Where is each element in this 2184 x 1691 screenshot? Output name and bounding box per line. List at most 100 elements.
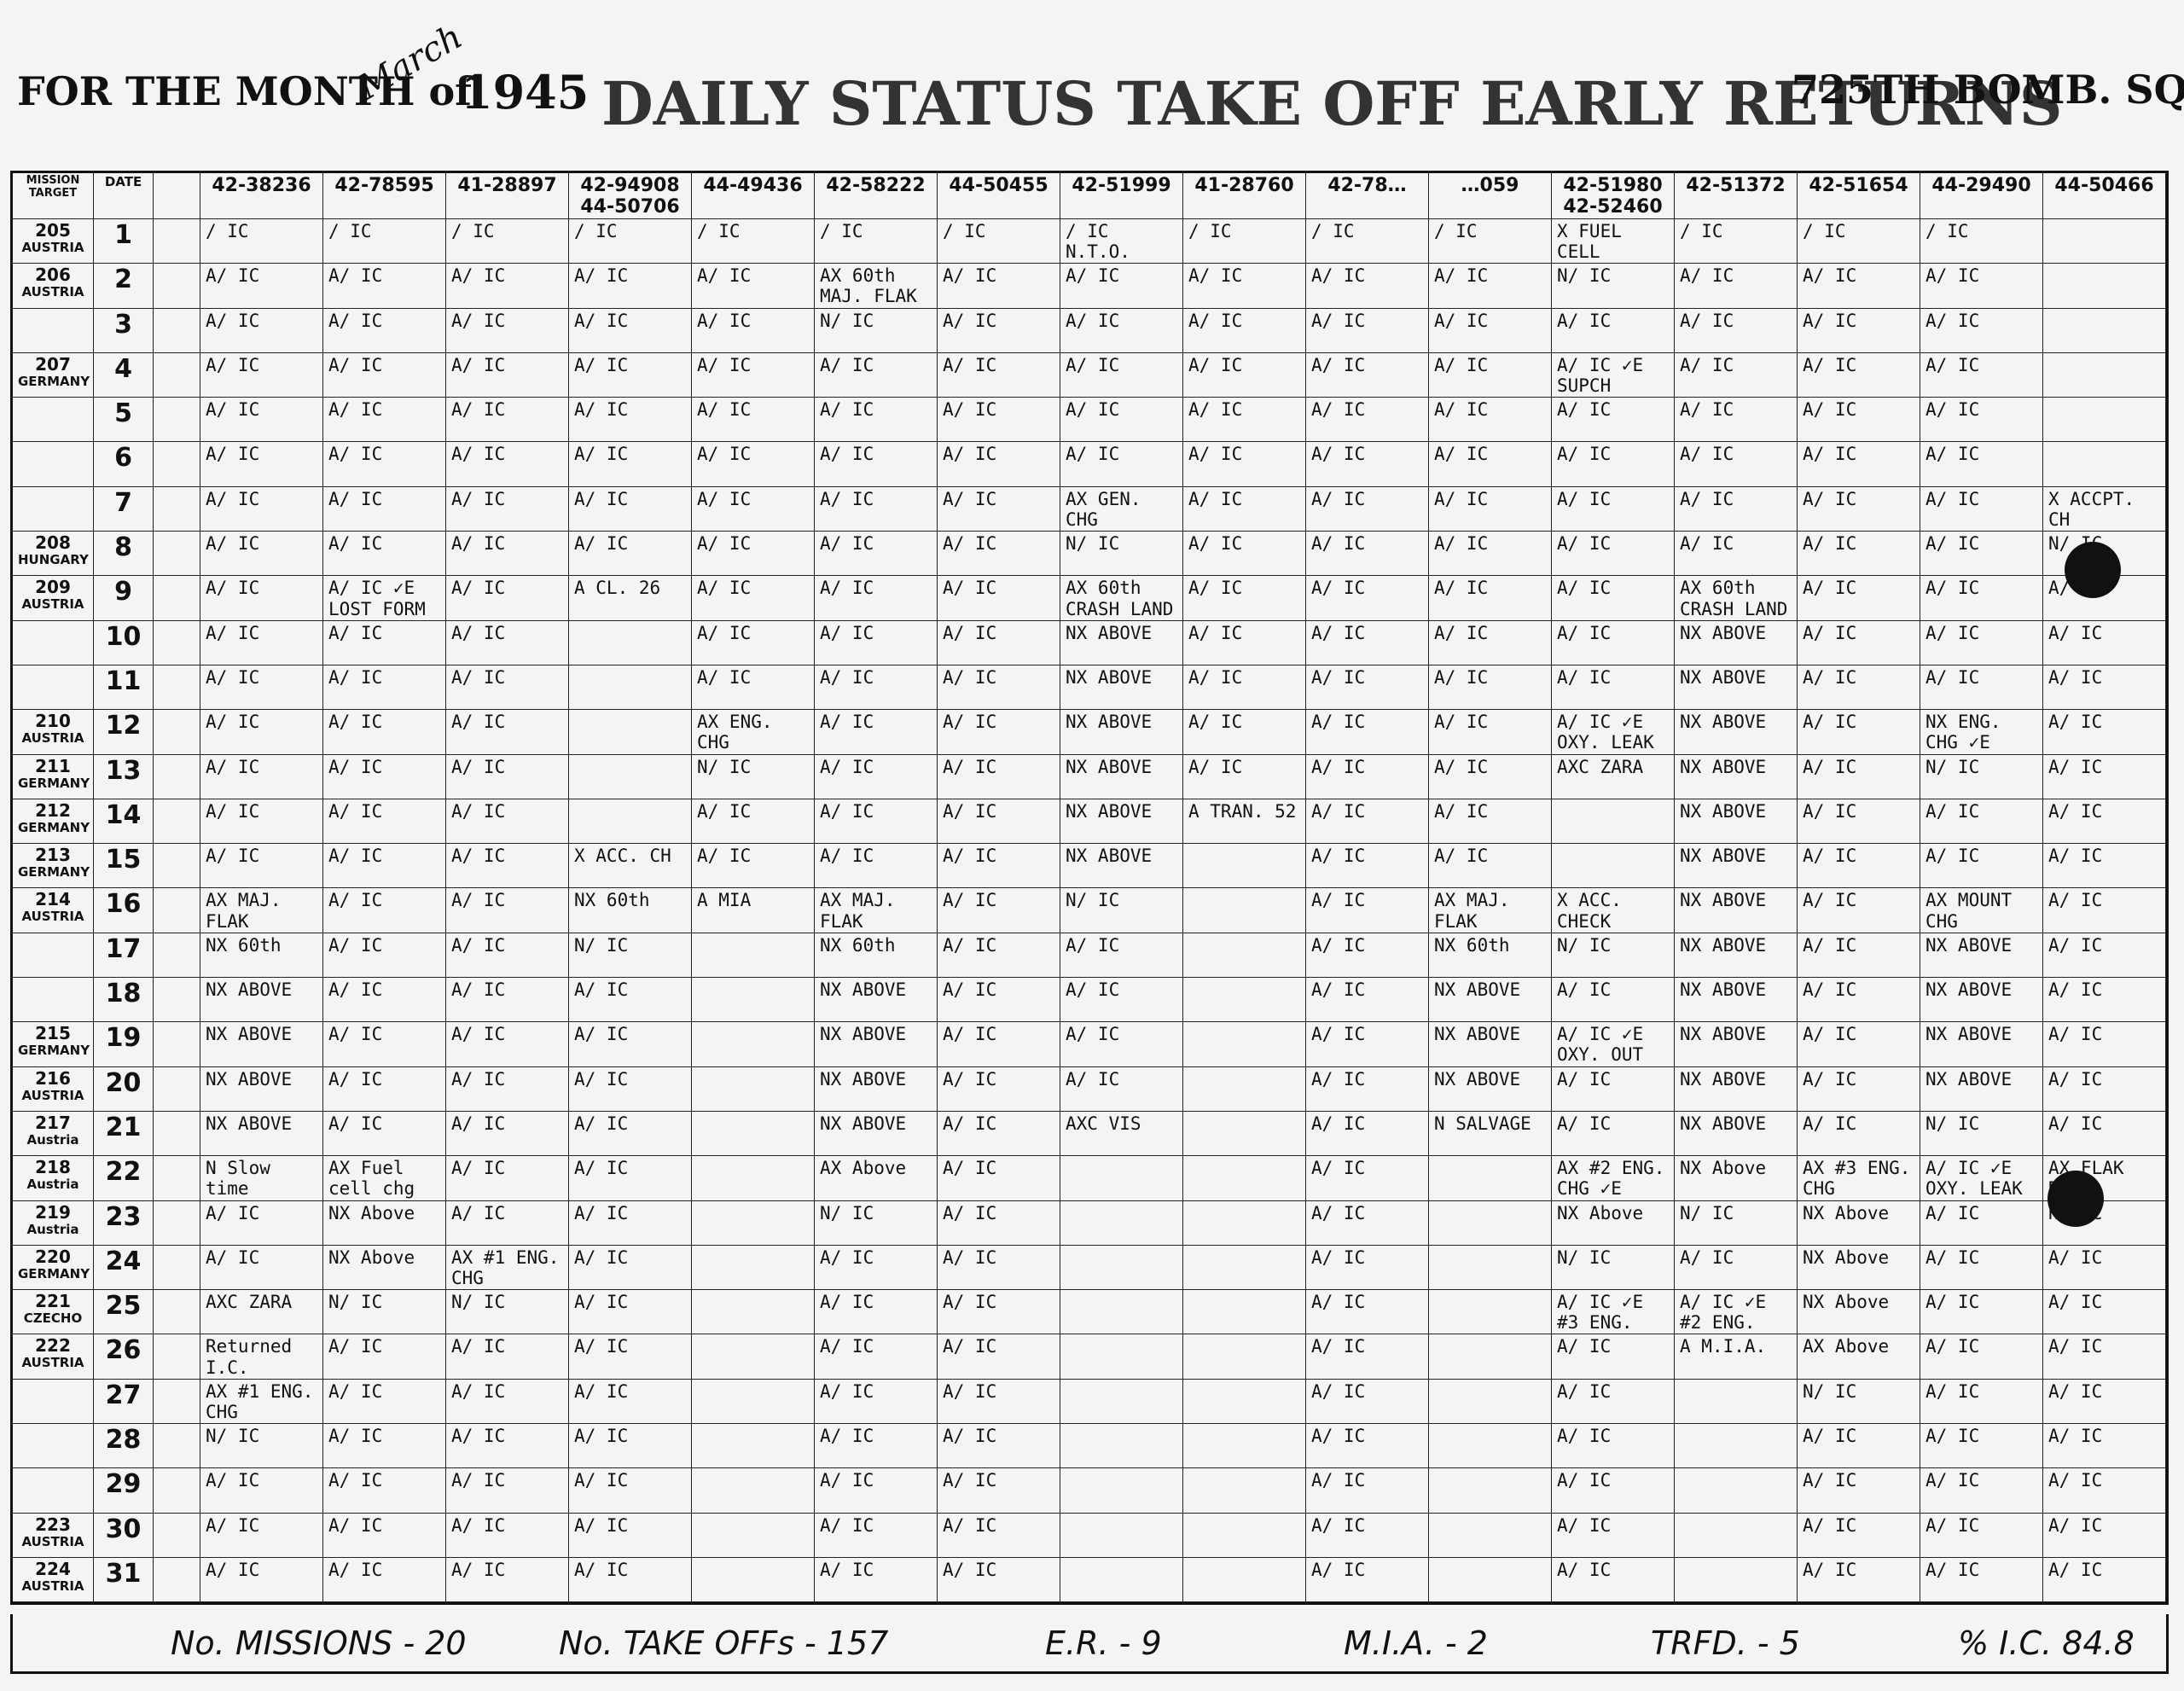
status-cell: A/ IC <box>446 1200 569 1246</box>
status-cell: A/ IC <box>323 933 446 979</box>
status-cell: A/ IC <box>200 532 323 577</box>
status-cell: NX ABOVE <box>1060 799 1183 845</box>
status-cell: N/ IC <box>815 308 938 353</box>
status-cell: A/ IC <box>1920 486 2043 532</box>
mission-cell: 220 GERMANY <box>13 1245 94 1291</box>
status-cell: A/ IC <box>1675 1245 1798 1291</box>
status-cell: A/ IC <box>1920 576 2043 621</box>
status-cell: AX GEN. CHG <box>1060 486 1183 532</box>
status-cell: A/ IC <box>1183 665 1306 711</box>
status-cell: A/ IC <box>1798 308 1920 353</box>
status-cell: A/ IC <box>1798 1066 1920 1112</box>
status-cell <box>1429 1200 1552 1246</box>
mission-target: AUSTRIA <box>21 240 84 255</box>
status-cell: A/ IC <box>1552 1468 1675 1514</box>
mission-target: AUSTRIA <box>21 909 84 925</box>
mission-number: 210 <box>35 711 71 732</box>
status-cell: A/ IC <box>1798 486 1920 532</box>
year: 1945 <box>461 65 590 119</box>
status-cell: A/ IC <box>200 398 323 443</box>
status-cell: NX Above <box>1798 1200 1920 1246</box>
status-cell: NX ABOVE <box>815 1066 938 1112</box>
status-cell: A/ IC <box>446 1156 569 1201</box>
status-cell: AX #1 ENG. CHG <box>200 1379 323 1425</box>
status-cell: A/ IC <box>938 1156 1060 1201</box>
status-cell: NX ABOVE <box>1060 665 1183 711</box>
status-cell: / IC N.T.O. <box>1060 219 1183 264</box>
status-cell: A/ IC <box>1429 486 1552 532</box>
status-cell: A/ IC <box>1798 933 1920 979</box>
status-cell: NX ENG. CHG ✓E ENG. CHG <box>1920 710 2043 755</box>
status-cell: A/ IC <box>692 576 815 621</box>
status-cell: A/ IC <box>938 888 1060 933</box>
status-cell: A/ IC <box>1183 398 1306 443</box>
status-cell: A/ IC <box>1306 1557 1429 1603</box>
status-cell: A/ IC <box>1306 1022 1429 1067</box>
status-cell <box>1060 1290 1183 1335</box>
status-cell: A/ IC <box>692 799 815 845</box>
date-cell: 23 <box>94 1200 154 1246</box>
status-cell: Returned I.C. <box>200 1334 323 1380</box>
status-cell: A/ IC <box>446 1334 569 1380</box>
count-cell <box>154 1290 200 1335</box>
mission-number: 209 <box>35 577 71 598</box>
status-cell <box>1183 1424 1306 1469</box>
status-cell: A/ IC <box>1429 799 1552 845</box>
status-cell: A/ IC <box>938 1111 1060 1157</box>
status-cell: A/ IC <box>1552 1424 1675 1469</box>
status-cell: AXC VIS <box>1060 1111 1183 1157</box>
status-cell: A/ IC <box>938 933 1060 979</box>
status-cell: / IC <box>815 219 938 264</box>
date-cell: 3 <box>94 308 154 353</box>
status-cell: N/ IC <box>569 933 692 979</box>
status-cell <box>2043 219 2166 264</box>
status-cell <box>569 620 692 665</box>
status-cell: A/ IC <box>569 1424 692 1469</box>
status-cell <box>1429 1424 1552 1469</box>
status-cell: A/ IC <box>938 486 1060 532</box>
status-cell: A/ IC <box>1306 1156 1429 1201</box>
mission-cell <box>13 978 94 1023</box>
mission-target: AUSTRIA <box>21 1533 84 1549</box>
status-cell: A/ IC <box>1552 978 1675 1023</box>
status-cell: A/ IC <box>815 1245 938 1291</box>
status-cell <box>1429 1245 1552 1291</box>
status-cell: A/ IC <box>1306 1066 1429 1112</box>
status-cell: A/ IC <box>569 1468 692 1514</box>
totals: No. MISSIONS - 20 No. TAKE OFFs - 157 E.… <box>10 1614 2169 1674</box>
count-cell <box>154 799 200 845</box>
status-cell: N SALVAGE <box>1429 1111 1552 1157</box>
status-cell: / IC <box>1306 219 1429 264</box>
status-cell: A/ IC <box>446 844 569 889</box>
status-cell <box>1429 1156 1552 1201</box>
status-cell <box>692 1111 815 1157</box>
status-cell: A/ IC <box>1675 442 1798 487</box>
status-cell: A/ IC <box>938 1468 1060 1514</box>
month-label: FOR THE MONTH of <box>17 68 472 114</box>
status-cell: A/ IC <box>1798 1424 1920 1469</box>
status-cell: A/ IC ✓E LOST FORM <box>323 576 446 621</box>
status-cell <box>1183 933 1306 979</box>
status-cell: A/ IC <box>692 398 815 443</box>
status-cell: A/ IC <box>2043 754 2166 799</box>
date-cell: 10 <box>94 620 154 665</box>
mission-cell: 221 CZECHO <box>13 1290 94 1335</box>
status-cell: NX 60th <box>200 933 323 979</box>
mission-number: 223 <box>35 1514 71 1535</box>
status-cell: A/ IC <box>446 1468 569 1514</box>
status-cell: A/ IC <box>200 576 323 621</box>
count-cell <box>154 1200 200 1246</box>
status-cell: NX ABOVE <box>1920 978 2043 1023</box>
status-cell: A/ IC <box>938 1557 1060 1603</box>
date-cell: 1 <box>94 219 154 264</box>
status-cell: A/ IC <box>1306 352 1429 398</box>
date-cell: 24 <box>94 1245 154 1291</box>
date-cell: 28 <box>94 1424 154 1469</box>
status-cell: N/ IC <box>1060 888 1183 933</box>
status-cell: A/ IC ✓E OXY. LEAK <box>1920 1156 2043 1201</box>
status-cell: A/ IC <box>815 442 938 487</box>
squadron: 725TH BOMB. SQ. (H) <box>1792 67 2184 113</box>
status-cell: A/ IC <box>1798 398 1920 443</box>
status-cell: A/ IC <box>569 486 692 532</box>
status-cell <box>1060 1156 1183 1201</box>
